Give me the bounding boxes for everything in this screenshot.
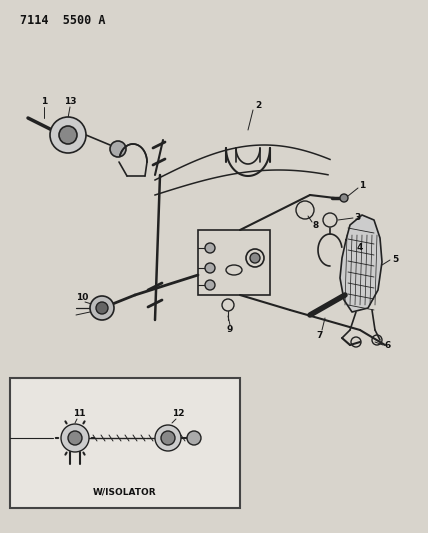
Text: 7114  5500 A: 7114 5500 A: [20, 14, 105, 27]
Circle shape: [205, 263, 215, 273]
Circle shape: [155, 425, 181, 451]
Circle shape: [340, 194, 348, 202]
Circle shape: [110, 141, 126, 157]
Text: 7: 7: [317, 330, 323, 340]
Text: 5: 5: [392, 255, 398, 264]
Circle shape: [59, 126, 77, 144]
Circle shape: [205, 280, 215, 290]
Text: 1: 1: [359, 181, 365, 190]
Text: 10: 10: [76, 294, 88, 303]
Text: 8: 8: [313, 221, 319, 230]
Circle shape: [90, 296, 114, 320]
Text: 2: 2: [255, 101, 261, 109]
Text: 4: 4: [357, 244, 363, 253]
Circle shape: [205, 243, 215, 253]
Text: 9: 9: [227, 326, 233, 335]
Text: 13: 13: [64, 98, 76, 107]
Circle shape: [96, 302, 108, 314]
Circle shape: [250, 253, 260, 263]
Circle shape: [68, 431, 82, 445]
Circle shape: [161, 431, 175, 445]
Bar: [198, 230, 270, 295]
Text: W/ISOLATOR: W/ISOLATOR: [93, 488, 157, 497]
Circle shape: [187, 431, 201, 445]
Bar: [10, 378, 240, 508]
Text: 1: 1: [41, 98, 47, 107]
Text: 6: 6: [385, 341, 391, 350]
Circle shape: [61, 424, 89, 452]
Text: 3: 3: [355, 214, 361, 222]
Polygon shape: [340, 215, 382, 312]
Circle shape: [50, 117, 86, 153]
Text: 11: 11: [73, 409, 85, 418]
Text: 12: 12: [172, 409, 184, 418]
